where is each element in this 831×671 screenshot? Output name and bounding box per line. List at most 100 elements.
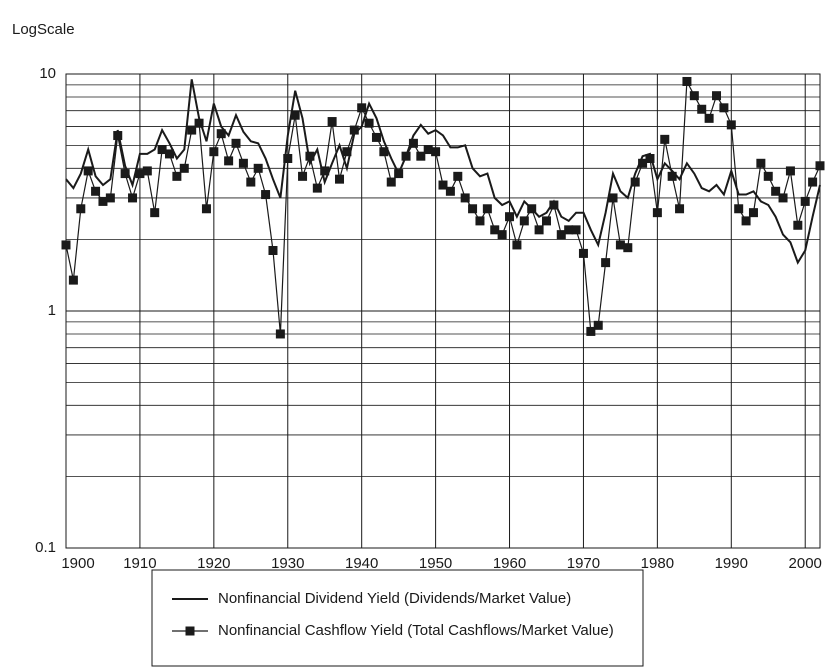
data-point xyxy=(305,151,315,161)
x-tick-label: 1930 xyxy=(271,555,304,572)
data-point xyxy=(793,220,803,230)
data-point xyxy=(505,212,515,222)
data-point xyxy=(253,163,263,173)
data-point xyxy=(349,125,359,135)
data-point xyxy=(815,161,825,171)
data-point xyxy=(527,204,537,214)
series-line xyxy=(65,79,821,265)
data-point xyxy=(342,147,352,157)
data-point xyxy=(741,216,751,226)
data-point xyxy=(364,118,374,128)
data-point xyxy=(113,131,123,141)
x-tick-label: 1950 xyxy=(419,555,452,572)
data-point xyxy=(689,91,699,101)
data-point xyxy=(652,208,662,218)
data-point xyxy=(660,134,670,144)
data-point xyxy=(482,204,492,214)
data-point xyxy=(719,103,729,113)
x-tick-label: 1980 xyxy=(641,555,674,572)
legend-label: Nonfinancial Dividend Yield (Dividends/M… xyxy=(218,590,571,607)
data-point xyxy=(704,113,714,123)
data-point xyxy=(630,177,640,187)
data-point xyxy=(453,171,463,181)
data-point xyxy=(216,129,226,139)
data-point xyxy=(150,208,160,218)
y-tick-label: 0.1 xyxy=(35,539,56,556)
data-point xyxy=(201,204,211,214)
data-point xyxy=(682,76,692,86)
data-point xyxy=(734,204,744,214)
data-point xyxy=(268,246,278,256)
data-point xyxy=(335,174,345,184)
y-tick-label: 10 xyxy=(39,65,56,82)
data-point xyxy=(800,196,810,206)
data-point xyxy=(416,151,426,161)
data-point xyxy=(298,171,308,181)
data-point xyxy=(475,216,485,226)
data-point xyxy=(712,91,722,101)
data-point xyxy=(778,193,788,203)
legend-box xyxy=(151,569,644,667)
data-point xyxy=(748,208,758,218)
data-point xyxy=(785,166,795,176)
data-point xyxy=(534,225,544,235)
data-point xyxy=(187,125,197,135)
y-axis-label: LogScale xyxy=(12,21,75,38)
data-point xyxy=(438,180,448,190)
data-point xyxy=(172,171,182,181)
data-point xyxy=(61,240,71,250)
x-tick-label: 1910 xyxy=(123,555,156,572)
data-point xyxy=(357,103,367,113)
y-tick-label: 1 xyxy=(48,302,56,319)
data-point xyxy=(726,120,736,130)
data-point xyxy=(320,166,330,176)
data-point xyxy=(615,240,625,250)
data-point xyxy=(512,240,522,250)
legend-label: Nonfinancial Cashflow Yield (Total Cashf… xyxy=(218,622,614,639)
data-point xyxy=(667,171,677,181)
data-point xyxy=(808,177,818,187)
data-point xyxy=(194,118,204,128)
data-point xyxy=(224,156,234,166)
data-point xyxy=(638,158,648,168)
data-point xyxy=(763,171,773,181)
data-point xyxy=(549,200,559,210)
data-point xyxy=(445,186,455,196)
data-point xyxy=(105,193,115,203)
data-point xyxy=(401,151,411,161)
data-point xyxy=(423,145,433,155)
plot-border xyxy=(65,73,821,549)
data-point xyxy=(490,225,500,235)
data-point xyxy=(408,138,418,148)
data-point xyxy=(571,225,581,235)
data-point xyxy=(179,163,189,173)
data-point xyxy=(771,186,781,196)
data-point xyxy=(564,225,574,235)
x-tick-label: 1970 xyxy=(567,555,600,572)
data-point xyxy=(608,193,618,203)
data-point xyxy=(290,110,300,120)
data-point xyxy=(556,230,566,240)
data-point xyxy=(578,248,588,258)
data-point xyxy=(623,243,633,253)
data-point xyxy=(120,169,130,179)
data-point xyxy=(238,158,248,168)
data-point xyxy=(697,104,707,114)
data-point xyxy=(460,193,470,203)
data-point xyxy=(675,204,685,214)
data-point xyxy=(76,204,86,214)
data-point xyxy=(246,177,256,187)
data-point xyxy=(91,186,101,196)
data-point xyxy=(645,154,655,164)
data-point xyxy=(283,154,293,164)
data-point xyxy=(601,258,611,268)
data-point xyxy=(541,216,551,226)
data-point xyxy=(379,147,389,157)
data-point xyxy=(275,329,285,339)
data-point xyxy=(68,275,78,285)
data-point xyxy=(157,145,167,155)
data-point xyxy=(261,190,271,200)
x-tick-label: 2000 xyxy=(789,555,822,572)
x-tick-label: 1990 xyxy=(715,555,748,572)
